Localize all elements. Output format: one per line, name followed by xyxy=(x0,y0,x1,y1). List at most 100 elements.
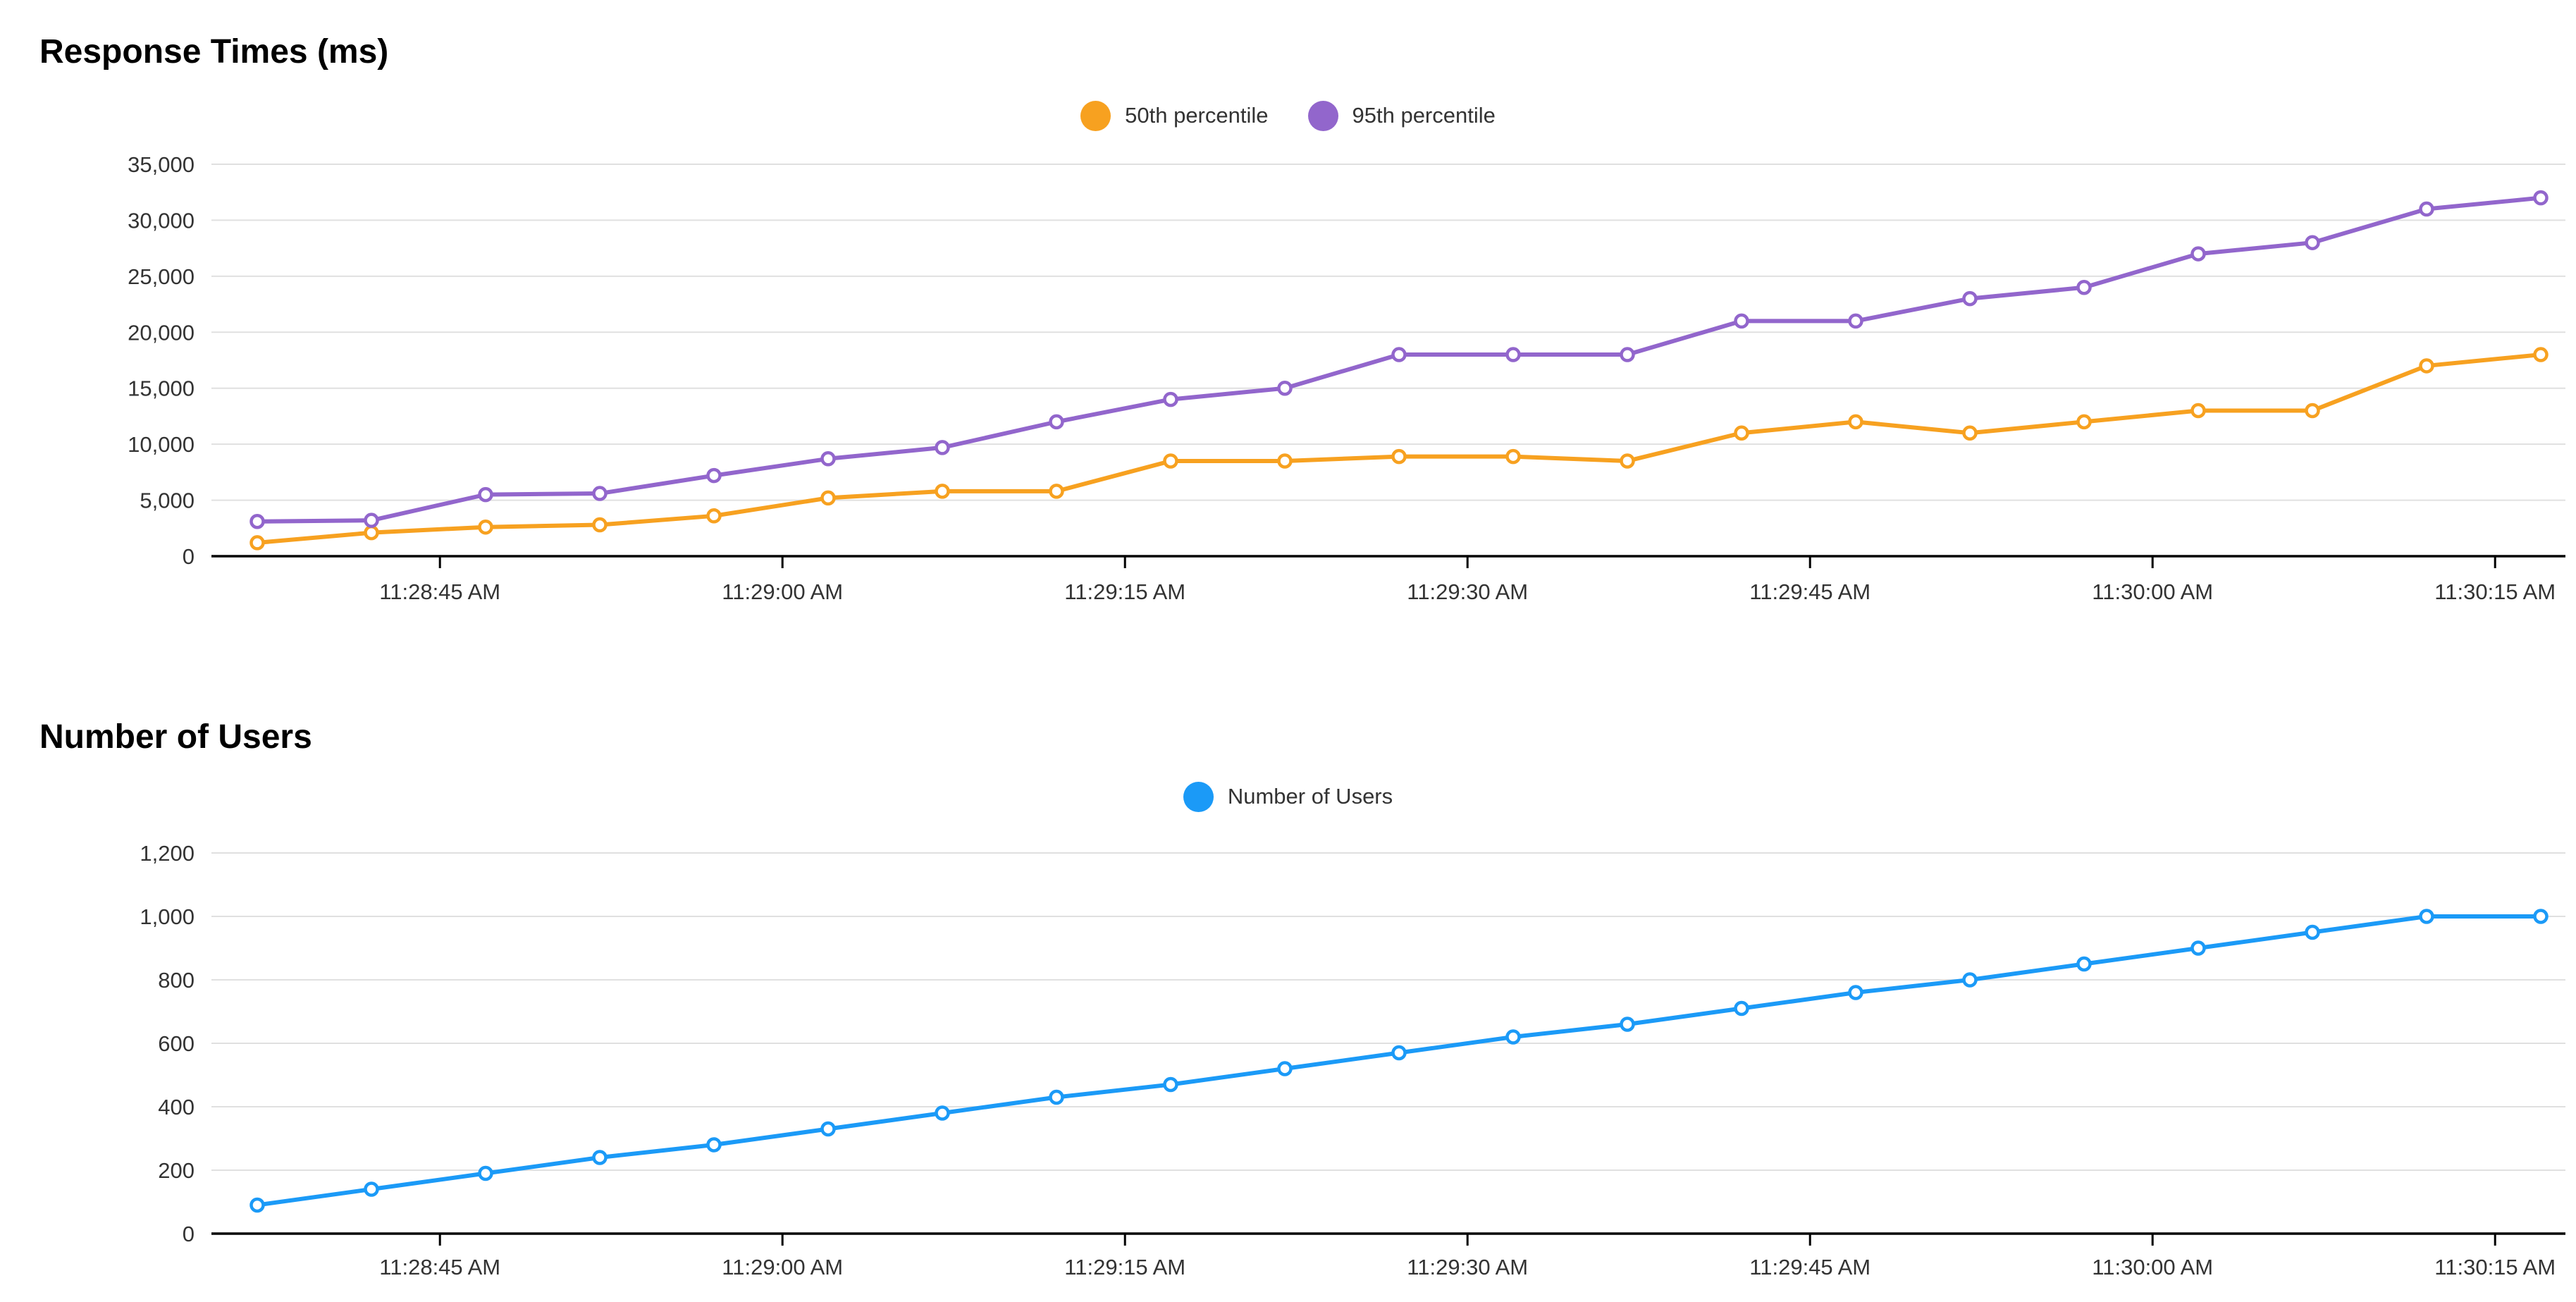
data-point-95th-percentile[interactable] xyxy=(1277,380,1293,396)
data-point-number-of-users[interactable] xyxy=(1277,1061,1293,1076)
data-point-number-of-users[interactable] xyxy=(1049,1089,1064,1105)
data-point-95th-percentile[interactable] xyxy=(249,514,265,529)
data-point-number-of-users[interactable] xyxy=(820,1121,836,1137)
x-axis-tick-label: 11:29:00 AM xyxy=(722,579,843,604)
data-point-95th-percentile[interactable] xyxy=(1734,313,1749,329)
y-axis-tick-label: 1,000 xyxy=(140,904,195,929)
x-axis-tick-label: 11:29:30 AM xyxy=(1407,1255,1528,1279)
data-point-95th-percentile[interactable] xyxy=(2076,279,2092,295)
data-point-95th-percentile[interactable] xyxy=(706,467,722,484)
y-axis-tick-label: 10,000 xyxy=(128,432,195,457)
y-axis-tick-label: 800 xyxy=(158,968,195,993)
data-point-95th-percentile[interactable] xyxy=(1049,414,1064,430)
data-point-number-of-users[interactable] xyxy=(1734,1000,1749,1017)
number-of-users-chart-title: Number of Users xyxy=(39,718,312,756)
y-axis-tick-label: 1,200 xyxy=(140,841,195,866)
data-point-number-of-users[interactable] xyxy=(706,1137,722,1153)
data-point-number-of-users[interactable] xyxy=(364,1181,379,1197)
data-point-50th-percentile[interactable] xyxy=(1277,453,1293,469)
x-axis-tick-label: 11:30:15 AM xyxy=(2434,1255,2556,1279)
data-point-number-of-users[interactable] xyxy=(2419,909,2434,924)
data-point-50th-percentile[interactable] xyxy=(2305,403,2320,419)
y-axis-tick-label: 15,000 xyxy=(128,376,195,401)
data-point-number-of-users[interactable] xyxy=(1391,1045,1407,1061)
data-point-number-of-users[interactable] xyxy=(1620,1017,1635,1032)
data-point-number-of-users[interactable] xyxy=(592,1150,608,1165)
data-point-50th-percentile[interactable] xyxy=(478,519,493,535)
x-axis-tick-label: 11:28:45 AM xyxy=(379,579,500,604)
data-point-number-of-users[interactable] xyxy=(1848,985,1863,1000)
data-point-50th-percentile[interactable] xyxy=(249,535,265,551)
y-axis-tick-label: 20,000 xyxy=(128,320,195,345)
data-point-95th-percentile[interactable] xyxy=(2305,235,2320,250)
legend-dot-95th-percentile-icon xyxy=(1307,100,1338,131)
data-point-number-of-users[interactable] xyxy=(2533,909,2549,924)
data-point-95th-percentile[interactable] xyxy=(935,440,950,455)
data-point-95th-percentile[interactable] xyxy=(820,451,836,467)
x-axis-tick-label: 11:29:45 AM xyxy=(1749,1255,1871,1279)
response-times-chart-title: Response Times (ms) xyxy=(39,33,389,70)
data-point-95th-percentile[interactable] xyxy=(592,486,608,501)
data-point-50th-percentile[interactable] xyxy=(2533,347,2549,362)
data-point-95th-percentile[interactable] xyxy=(1620,347,1635,362)
series-line-50th-percentile xyxy=(255,352,2543,545)
data-point-number-of-users[interactable] xyxy=(478,1165,493,1181)
legend-label-50th-percentile: 50th percentile xyxy=(1125,103,1269,128)
data-point-95th-percentile[interactable] xyxy=(2419,201,2434,217)
y-axis-tick-label: 30,000 xyxy=(128,208,195,233)
x-axis-tick-label: 11:29:00 AM xyxy=(722,1255,843,1279)
data-point-number-of-users[interactable] xyxy=(1163,1076,1178,1093)
data-point-50th-percentile[interactable] xyxy=(1163,453,1178,469)
chart-0: 0 5,000 10,000 15,000 20,000 25,000 30,000 35,0… xyxy=(128,152,2565,604)
response-times-legend: 50th percentile 95th percentile xyxy=(0,99,2576,133)
data-point-50th-percentile[interactable] xyxy=(935,484,950,499)
data-point-number-of-users[interactable] xyxy=(1505,1029,1521,1045)
x-axis-tick-label: 11:28:45 AM xyxy=(379,1255,500,1279)
data-point-number-of-users[interactable] xyxy=(1962,972,1978,988)
y-axis-tick-label: 5,000 xyxy=(140,489,195,513)
x-axis-tick-label: 11:29:15 AM xyxy=(1064,579,1185,604)
data-point-95th-percentile[interactable] xyxy=(1505,347,1521,362)
data-point-95th-percentile[interactable] xyxy=(1391,347,1407,362)
data-point-50th-percentile[interactable] xyxy=(1049,484,1064,499)
data-point-50th-percentile[interactable] xyxy=(2419,358,2434,374)
y-axis-tick-label: 35,000 xyxy=(128,152,195,177)
data-point-50th-percentile[interactable] xyxy=(2190,403,2206,419)
data-point-number-of-users[interactable] xyxy=(935,1105,950,1121)
data-point-number-of-users[interactable] xyxy=(249,1197,265,1213)
legend-item-95th-percentile[interactable]: 95th percentile xyxy=(1307,100,1496,131)
data-point-number-of-users[interactable] xyxy=(2305,924,2320,940)
x-axis-tick-label: 11:30:15 AM xyxy=(2434,579,2556,604)
legend-item-50th-percentile[interactable]: 50th percentile xyxy=(1080,100,1269,131)
chart-1: 0 200 400 600 800 1,000 1,200 11:28:45 AM 11:29:… xyxy=(140,841,2565,1279)
y-axis-tick-label: 0 xyxy=(183,544,195,569)
data-point-50th-percentile[interactable] xyxy=(592,517,608,533)
x-axis-tick-label: 11:29:45 AM xyxy=(1749,579,1871,604)
legend-item-number-of-users[interactable]: Number of Users xyxy=(1183,781,1393,812)
legend-dot-50th-percentile-icon xyxy=(1080,100,1111,131)
data-point-95th-percentile[interactable] xyxy=(478,486,493,503)
data-point-50th-percentile[interactable] xyxy=(2076,414,2092,430)
data-point-50th-percentile[interactable] xyxy=(1505,448,1521,465)
y-axis-tick-label: 600 xyxy=(158,1031,195,1056)
data-point-50th-percentile[interactable] xyxy=(364,524,379,541)
data-point-50th-percentile[interactable] xyxy=(706,508,722,524)
data-point-95th-percentile[interactable] xyxy=(2190,246,2206,262)
data-point-50th-percentile[interactable] xyxy=(1734,425,1749,441)
data-point-50th-percentile[interactable] xyxy=(1620,453,1635,469)
data-point-95th-percentile[interactable] xyxy=(2533,190,2549,206)
data-point-50th-percentile[interactable] xyxy=(820,490,836,506)
data-point-50th-percentile[interactable] xyxy=(1962,425,1978,441)
data-point-95th-percentile[interactable] xyxy=(1848,313,1863,329)
data-point-50th-percentile[interactable] xyxy=(1848,414,1863,430)
data-point-50th-percentile[interactable] xyxy=(1391,448,1407,465)
data-point-number-of-users[interactable] xyxy=(2190,940,2206,956)
y-axis-tick-label: 400 xyxy=(158,1095,195,1119)
y-axis-tick-label: 0 xyxy=(183,1222,195,1246)
data-point-95th-percentile[interactable] xyxy=(364,512,379,528)
data-point-number-of-users[interactable] xyxy=(2076,956,2092,972)
data-point-95th-percentile[interactable] xyxy=(1962,290,1978,307)
data-point-95th-percentile[interactable] xyxy=(1163,391,1178,407)
